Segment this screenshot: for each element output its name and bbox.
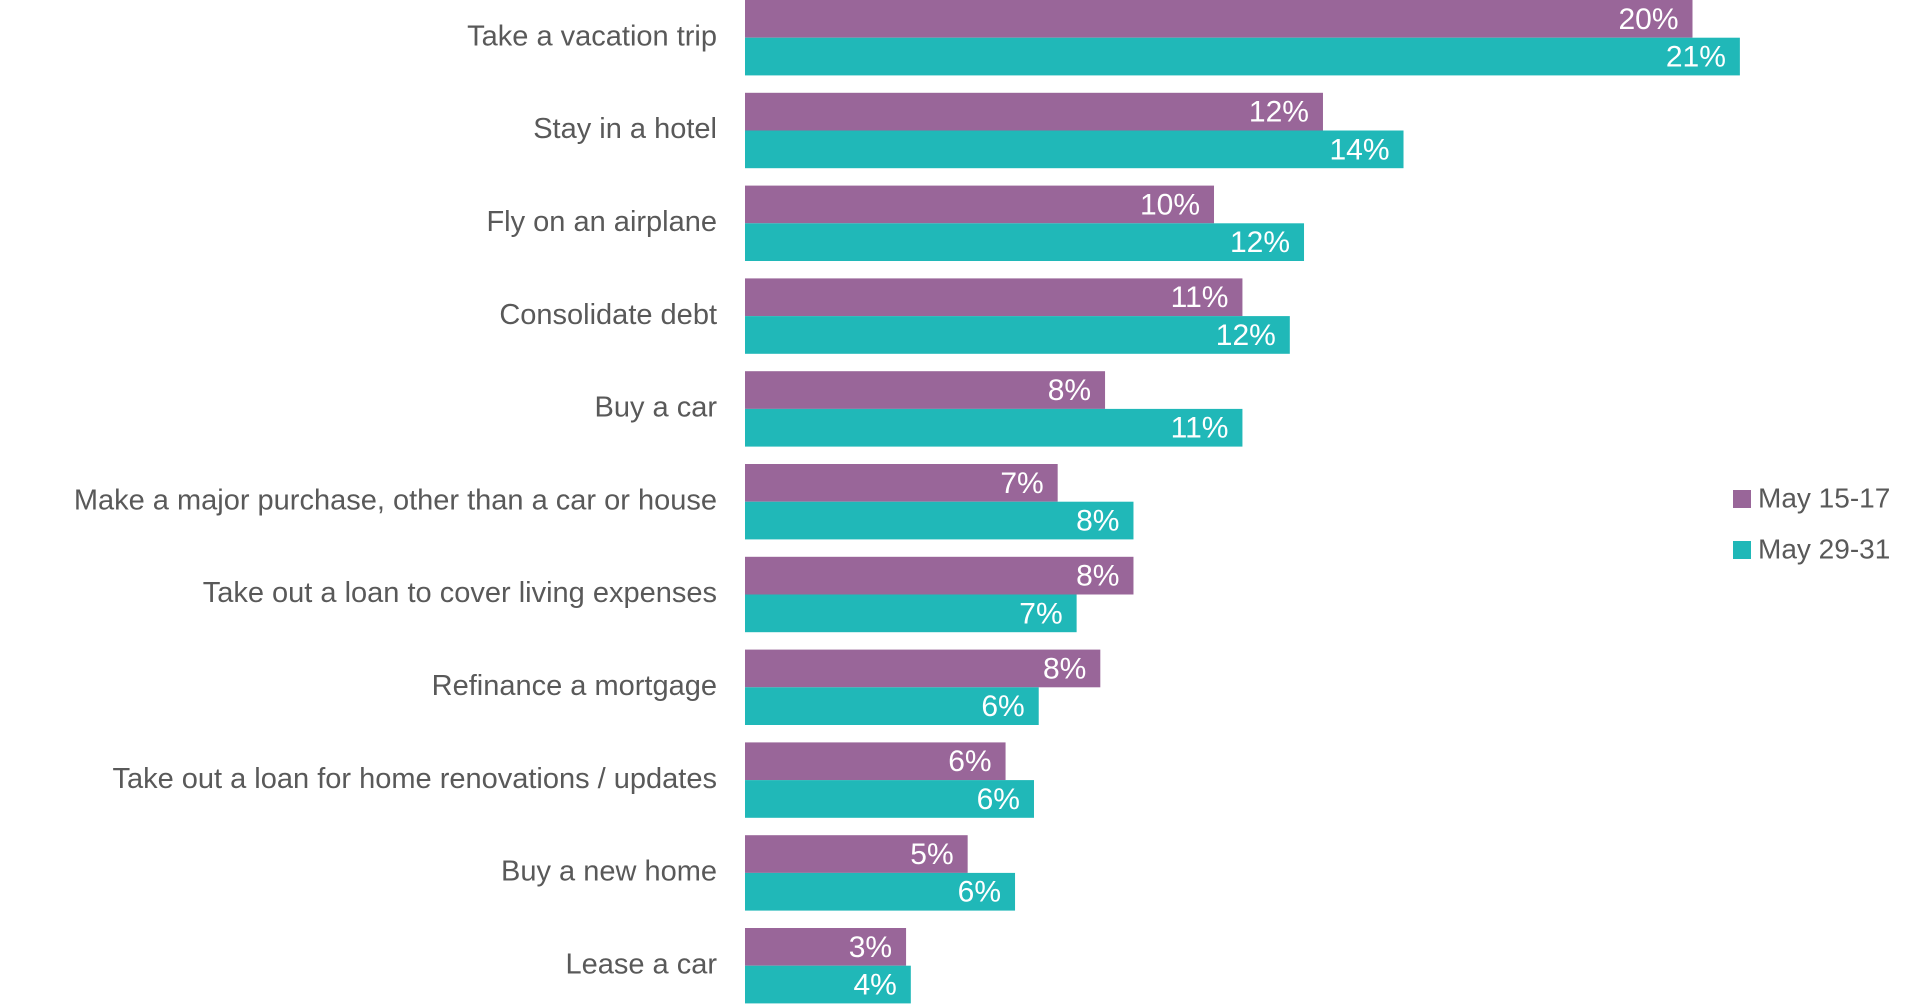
category-label: Make a major purchase, other than a car …: [74, 484, 717, 516]
bar: [745, 130, 1404, 169]
category-label: Lease a car: [565, 948, 717, 980]
value-label: 3%: [849, 931, 892, 964]
value-label: 6%: [981, 690, 1024, 723]
value-label: 21%: [1666, 40, 1726, 73]
bar: [745, 928, 907, 966]
value-label: 8%: [1076, 504, 1119, 537]
bar: [745, 556, 1134, 595]
value-label: 6%: [977, 783, 1020, 816]
category-label: Refinance a mortgage: [432, 670, 717, 702]
legend-swatch: [1733, 541, 1751, 559]
value-label: 12%: [1230, 226, 1290, 259]
bar: [745, 223, 1305, 261]
bar: [745, 835, 968, 873]
category-label: Take a vacation trip: [467, 20, 717, 52]
bar: [745, 687, 1039, 725]
category-label: Stay in a hotel: [533, 113, 717, 145]
bar: [745, 464, 1058, 502]
value-label: 8%: [1076, 560, 1119, 593]
value-label: 6%: [948, 745, 991, 778]
bar: [745, 780, 1034, 818]
value-label: 11%: [1171, 281, 1229, 314]
value-label: 12%: [1249, 96, 1309, 129]
value-label: 5%: [910, 838, 953, 871]
category-label: Buy a new home: [501, 856, 717, 888]
legend-label: May 15-17: [1758, 482, 1890, 513]
legend-swatch: [1733, 490, 1751, 508]
value-label: 20%: [1618, 3, 1678, 36]
legend-label: May 29-31: [1758, 533, 1890, 564]
bar: [745, 594, 1077, 633]
value-label: 7%: [1019, 597, 1062, 630]
value-label: 4%: [853, 968, 896, 1001]
bar: [745, 649, 1101, 688]
bar: [745, 37, 1740, 76]
value-label: 8%: [1043, 652, 1086, 685]
value-label: 10%: [1140, 188, 1200, 221]
bar: [745, 185, 1215, 224]
category-label: Buy a car: [595, 392, 718, 424]
bar: [745, 501, 1134, 540]
category-label: Take out a loan for home renovations / u…: [112, 763, 717, 795]
bar: [745, 408, 1243, 447]
value-label: 12%: [1216, 319, 1276, 352]
bar: [745, 92, 1323, 131]
bar: [745, 316, 1290, 354]
value-label: 6%: [958, 876, 1001, 909]
bar: [745, 965, 911, 1004]
category-label: Take out a loan to cover living expenses: [203, 577, 717, 609]
value-label: 11%: [1171, 412, 1229, 445]
category-label: Consolidate debt: [499, 299, 717, 331]
category-label: Fly on an airplane: [486, 206, 717, 238]
value-label: 8%: [1048, 374, 1091, 407]
value-label: 7%: [1000, 467, 1043, 500]
bar: [745, 872, 1016, 911]
bar: [745, 0, 1693, 38]
value-label: 14%: [1329, 133, 1389, 166]
bar: [745, 742, 1006, 781]
bar: [745, 371, 1106, 409]
bar: [745, 278, 1243, 317]
